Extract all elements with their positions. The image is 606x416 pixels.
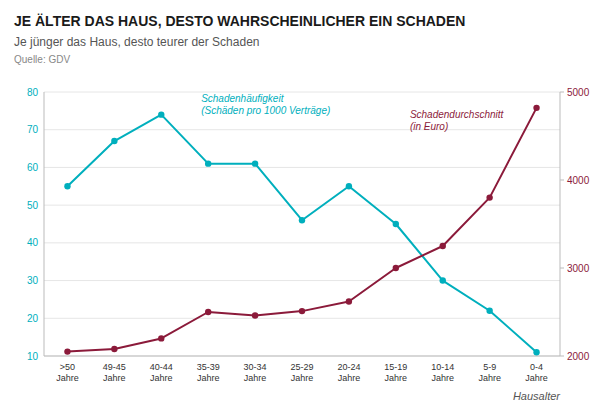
series-marker bbox=[205, 309, 211, 315]
x-tick-label: 20-24Jahre bbox=[337, 362, 360, 383]
series-marker bbox=[393, 221, 399, 227]
series-marker bbox=[111, 138, 117, 144]
series-marker bbox=[346, 298, 352, 304]
series-marker bbox=[252, 160, 258, 166]
grid-line bbox=[44, 92, 560, 93]
y2-tick-label: 2000 bbox=[567, 351, 590, 362]
y-tick-label: 40 bbox=[27, 237, 39, 248]
series-marker bbox=[393, 265, 399, 271]
series-marker bbox=[533, 105, 539, 111]
x-tick-label: 30-34Jahre bbox=[244, 362, 267, 383]
series-label: Schadendurchschnitt(in Euro) bbox=[410, 109, 505, 132]
series-marker bbox=[486, 308, 492, 314]
grid-line bbox=[44, 280, 560, 281]
y2-tick-label: 3000 bbox=[567, 263, 590, 274]
chart: JE ÄLTER DAS HAUS, DESTO WAHRSCHEINLICHE… bbox=[0, 0, 606, 416]
subtitle: Je jünger das Haus, desto teurer der Sch… bbox=[14, 35, 259, 49]
series-marker bbox=[299, 308, 305, 314]
y-axis-line bbox=[44, 92, 45, 356]
x-tick-label: 0-4Jahre bbox=[525, 362, 548, 383]
series-marker bbox=[111, 346, 117, 352]
series-marker bbox=[346, 183, 352, 189]
grid-line bbox=[44, 318, 560, 319]
x-tick-label: 5-9Jahre bbox=[478, 362, 501, 383]
grid-line bbox=[44, 129, 560, 130]
x-tick-label: 35-39Jahre bbox=[197, 362, 220, 383]
x-tick-label: 25-29Jahre bbox=[290, 362, 313, 383]
y2-tick bbox=[560, 356, 564, 357]
y2-tick-label: 5000 bbox=[567, 87, 590, 98]
x-tick-label: 15-19Jahre bbox=[384, 362, 407, 383]
grid-line bbox=[44, 242, 560, 243]
series-line bbox=[67, 108, 536, 352]
series-marker bbox=[205, 160, 211, 166]
series-marker bbox=[440, 243, 446, 249]
x-tick-label: 10-14Jahre bbox=[431, 362, 454, 383]
y2-tick bbox=[560, 180, 564, 181]
y-tick-label: 60 bbox=[27, 162, 39, 173]
y-tick-label: 20 bbox=[27, 313, 39, 324]
source: Quelle: GDV bbox=[14, 54, 70, 65]
series-marker bbox=[64, 183, 70, 189]
series-marker bbox=[158, 335, 164, 341]
y2-axis-line bbox=[560, 92, 561, 356]
y-tick-label: 10 bbox=[27, 351, 39, 362]
series-marker bbox=[64, 348, 70, 354]
series-marker bbox=[299, 217, 305, 223]
x-tick-label: 40-44Jahre bbox=[150, 362, 173, 383]
title: JE ÄLTER DAS HAUS, DESTO WAHRSCHEINLICHE… bbox=[14, 13, 465, 29]
series-label: Schadenhäufigkeit(Schäden pro 1000 Vertr… bbox=[201, 93, 330, 116]
series-marker bbox=[440, 277, 446, 283]
series-marker bbox=[486, 194, 492, 200]
y2-tick-label: 4000 bbox=[567, 175, 590, 186]
x-axis-line bbox=[44, 356, 560, 357]
series-marker bbox=[158, 111, 164, 117]
y2-tick bbox=[560, 92, 564, 93]
x-tick-label: >50Jahre bbox=[56, 362, 79, 383]
series-marker bbox=[533, 349, 539, 355]
y2-tick bbox=[560, 268, 564, 269]
y-tick-label: 30 bbox=[27, 275, 39, 286]
y-tick-label: 50 bbox=[27, 200, 39, 211]
x-tick-label: 49-45Jahre bbox=[103, 362, 126, 383]
grid-line bbox=[44, 356, 560, 357]
y-tick-label: 70 bbox=[27, 124, 39, 135]
plot-area bbox=[64, 105, 539, 356]
grid-line bbox=[44, 167, 560, 168]
series-marker bbox=[252, 312, 258, 318]
x-axis-label: Hausalter bbox=[513, 390, 561, 402]
series-line bbox=[67, 115, 536, 353]
y-tick-label: 80 bbox=[27, 87, 39, 98]
